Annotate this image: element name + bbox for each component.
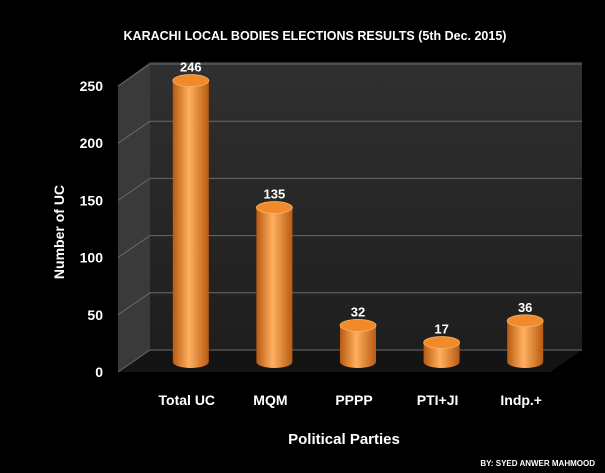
bar-body: [256, 207, 293, 368]
bar: [423, 336, 461, 368]
x-axis-ticks: Total UC MQM PPPP PTI+JI Indp.+: [159, 392, 542, 408]
chart-title: KARACHI LOCAL BODIES ELECTIONS RESULTS (…: [124, 29, 507, 43]
bar-top: [506, 314, 544, 328]
x-tick-label: Indp.+: [500, 392, 542, 408]
gridline-side: [117, 63, 151, 87]
bar: [255, 201, 293, 368]
bar-body: [340, 325, 376, 368]
bar-top: [423, 336, 461, 349]
bar: [172, 74, 210, 369]
y-tick-label: 200: [80, 135, 104, 151]
data-label: 17: [434, 322, 448, 337]
y-tick-label: 250: [80, 78, 104, 94]
data-label: 246: [180, 60, 202, 75]
gridline-side: [117, 292, 151, 316]
bar-body: [423, 342, 460, 368]
bar-top: [339, 318, 377, 332]
bar: [339, 318, 377, 368]
bar: [506, 314, 544, 368]
bars: 246 135 32 17 36: [172, 60, 544, 369]
gridline-side: [117, 235, 151, 259]
y-tick-label: 100: [80, 250, 104, 266]
bar-top: [255, 201, 293, 214]
bar-body: [172, 80, 209, 369]
data-label: 32: [351, 304, 365, 319]
gridline-side: [117, 120, 151, 144]
y-axis-ticks: 0 50 100 150 200 250: [80, 78, 104, 380]
data-label: 135: [264, 187, 286, 202]
gridline-side: [117, 177, 151, 201]
x-tick-label: PPPP: [335, 392, 372, 408]
data-label: 36: [518, 300, 532, 315]
gridline-side: [117, 349, 151, 373]
bar-body: [507, 320, 544, 368]
y-axis-label: Number of UC: [51, 185, 67, 279]
y-tick-label: 0: [95, 364, 103, 380]
plot-side-wall: [118, 62, 150, 372]
x-tick-label: MQM: [253, 392, 287, 408]
credit-text: BY: SYED ANWER MAHMOOD: [480, 459, 595, 468]
bar-top: [172, 74, 210, 87]
y-tick-label: 150: [80, 192, 104, 208]
x-axis-label: Political Parties: [288, 431, 400, 448]
gridlines: [117, 63, 582, 373]
y-tick-label: 50: [87, 307, 103, 323]
x-tick-label: PTI+JI: [417, 392, 459, 408]
x-tick-label: Total UC: [159, 392, 216, 408]
